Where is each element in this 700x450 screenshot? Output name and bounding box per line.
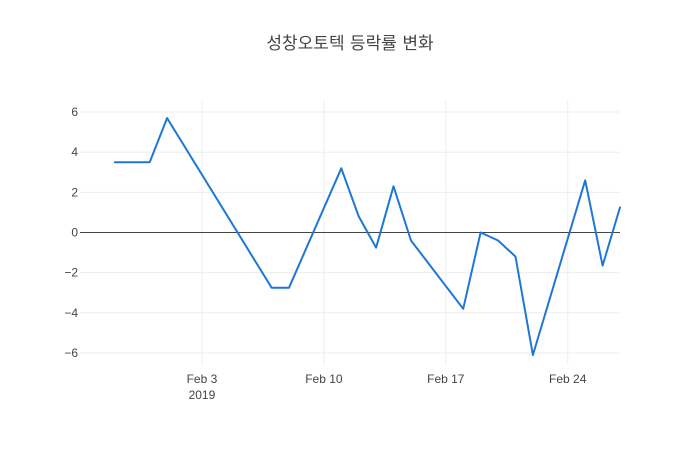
x-tick-sublabel: 2019 <box>189 388 216 402</box>
x-tick-label: Feb 17 <box>427 372 465 386</box>
y-tick-label: 4 <box>71 145 78 159</box>
y-tick-label: 2 <box>71 185 78 199</box>
series-layer <box>113 117 621 356</box>
y-tick-label: 6 <box>71 105 78 119</box>
chart-title: 성창오토텍 등락률 변화 <box>266 34 434 54</box>
x-tick-label: Feb 10 <box>305 372 343 386</box>
series-line <box>113 117 621 356</box>
grid-layer <box>80 100 620 365</box>
y-tick-label: −6 <box>64 346 78 360</box>
axis-layer: Feb 3 2019 Feb 10 Feb 17 Feb 24 6 4 2 0 −2 −4 −6 <box>64 105 620 402</box>
y-tick-label: −4 <box>64 306 78 320</box>
y-tick-label: −2 <box>64 266 78 280</box>
x-tick-label: Feb 3 <box>187 372 218 386</box>
y-tick-label: 0 <box>71 226 78 240</box>
x-tick-label: Feb 24 <box>549 372 587 386</box>
